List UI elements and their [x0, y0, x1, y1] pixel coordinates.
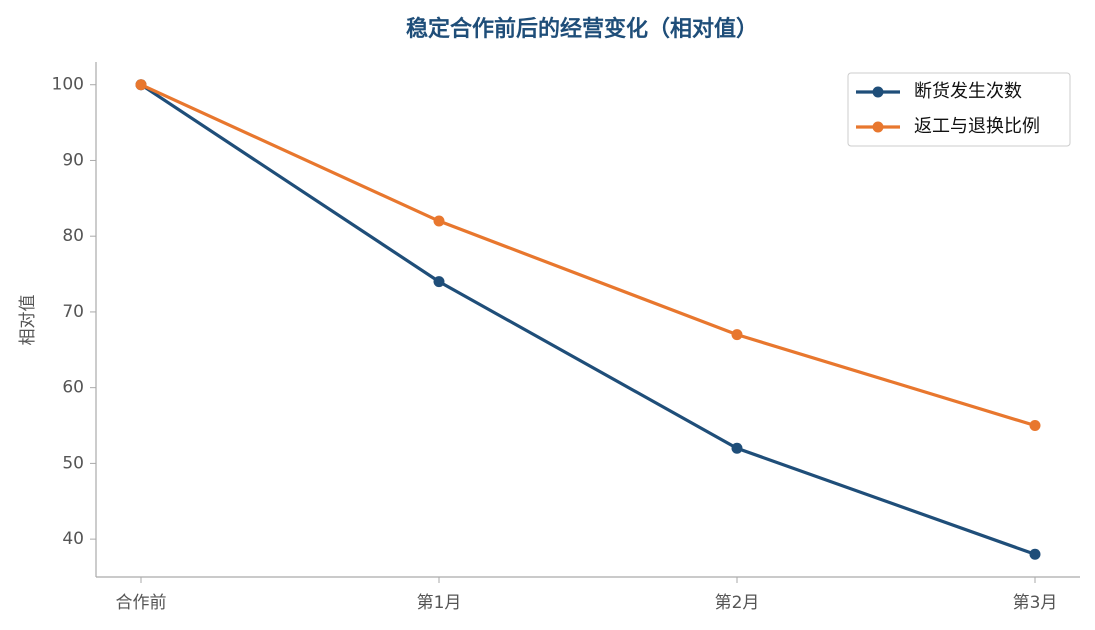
chart-title: 稳定合作前后的经营变化（相对值）: [406, 16, 758, 42]
y-tick-label: 100: [52, 75, 84, 95]
data-point: [1029, 548, 1041, 560]
legend-marker: [872, 121, 884, 133]
data-point: [1029, 420, 1041, 432]
y-tick-label: 40: [62, 529, 84, 549]
legend-label: 返工与退换比例: [914, 116, 1040, 137]
y-tick-label: 50: [62, 453, 84, 473]
y-axis-label: 相对值: [18, 295, 38, 346]
data-point: [433, 215, 445, 227]
series-line: [140, 83, 1036, 428]
data-point: [433, 276, 445, 288]
legend-marker: [872, 86, 884, 98]
legend-label: 断货发生次数: [914, 81, 1022, 102]
y-tick-label: 90: [62, 150, 84, 170]
data-point: [731, 442, 743, 454]
series-line: [140, 83, 1036, 556]
y-tick-label: 60: [62, 378, 84, 398]
x-tick-label: 合作前: [116, 593, 167, 613]
x-tick-label: 第2月: [715, 593, 760, 613]
data-point: [135, 79, 147, 91]
x-tick-label: 第1月: [417, 593, 462, 613]
legend-box: [847, 72, 1071, 147]
x-tick-label: 第3月: [1013, 593, 1058, 613]
data-point: [731, 329, 743, 341]
y-tick-label: 80: [62, 226, 84, 246]
y-tick-label: 70: [62, 302, 84, 322]
